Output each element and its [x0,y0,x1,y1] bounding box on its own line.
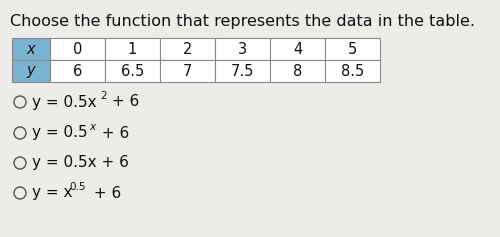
Bar [270,60,325,82]
Text: x: x [26,41,36,56]
Text: y: y [26,64,36,78]
Text: 8.5: 8.5 [341,64,364,78]
Text: 0: 0 [73,41,82,56]
Text: 4: 4 [293,41,302,56]
Text: 2: 2 [100,91,106,101]
Text: y = x: y = x [32,186,72,201]
Text: y = 0.5x: y = 0.5x [32,95,96,109]
Text: + 6: + 6 [107,95,139,109]
Bar [160,60,215,82]
Text: 3: 3 [238,41,247,56]
Text: 8: 8 [293,64,302,78]
Bar [270,38,325,60]
Text: 0.5: 0.5 [69,182,86,192]
Text: 5: 5 [348,41,357,56]
Bar [105,38,160,60]
Bar [50,38,105,60]
Text: 6.5: 6.5 [121,64,144,78]
Bar [325,60,380,82]
Text: Choose the function that represents the data in the table.: Choose the function that represents the … [10,14,475,29]
Bar [12,38,50,60]
Bar [215,38,270,60]
Bar [325,38,380,60]
Bar [12,60,50,82]
Text: + 6: + 6 [89,186,121,201]
Text: + 6: + 6 [97,126,129,141]
Bar [215,60,270,82]
Text: 1: 1 [128,41,137,56]
Text: 7: 7 [183,64,192,78]
Bar [50,60,105,82]
Text: 7.5: 7.5 [231,64,254,78]
Text: 2: 2 [183,41,192,56]
Bar [105,60,160,82]
Bar [160,38,215,60]
Text: x: x [89,122,95,132]
Text: y = 0.5x + 6: y = 0.5x + 6 [32,155,129,170]
Text: 6: 6 [73,64,82,78]
Text: y = 0.5: y = 0.5 [32,126,88,141]
